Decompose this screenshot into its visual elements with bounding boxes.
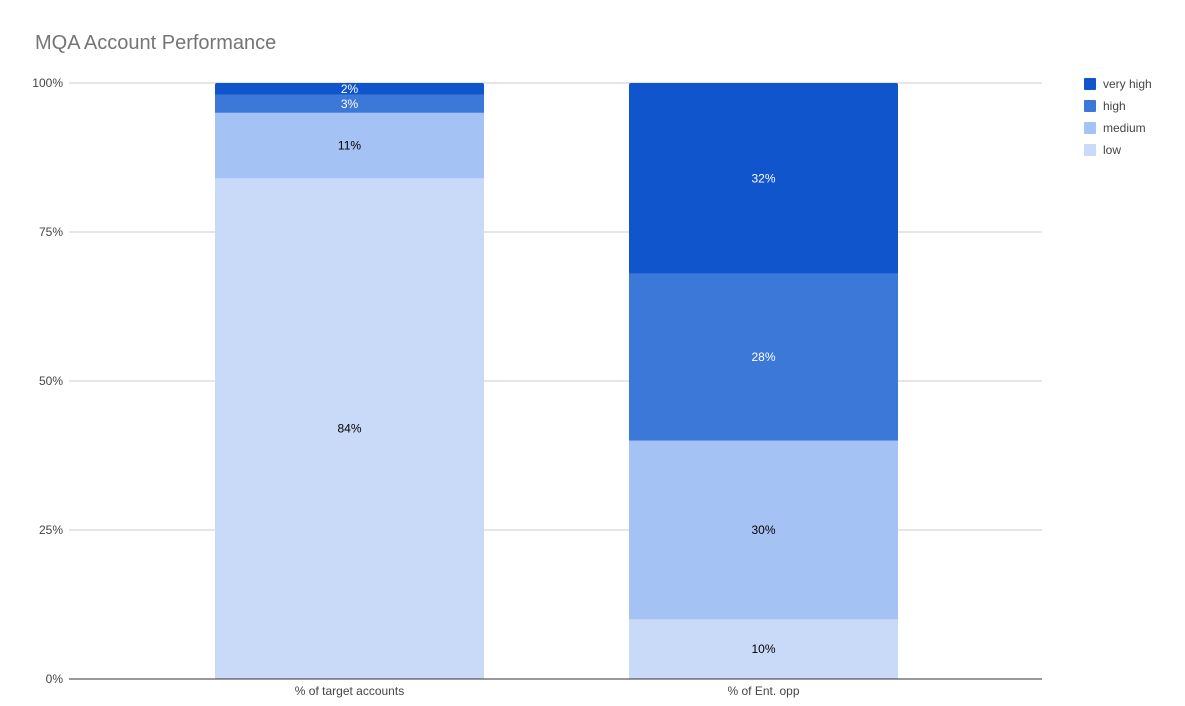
bar-segment-very-high[interactable] [215,83,484,95]
data-label: 32% [751,171,775,185]
legend-item-high[interactable]: high [1084,99,1126,113]
bar-segment-medium[interactable] [215,112,484,179]
legend-item-very-high[interactable]: very high [1084,77,1152,91]
axis-layer: 0% 25% 50% 75% 100% % of target accounts % of … [32,76,1042,698]
y-tick-label: 50% [39,374,63,388]
legend-item-medium[interactable]: medium [1084,121,1146,135]
legend-item-low[interactable]: low [1084,143,1121,157]
y-tick-label: 25% [39,523,63,537]
data-label: 10% [751,642,775,656]
bar-segment-high[interactable] [629,273,898,441]
legend-swatch [1084,122,1096,134]
bar-segment-high[interactable] [215,94,484,113]
legend-swatch [1084,78,1096,90]
data-label: 84% [337,422,361,436]
data-label: 28% [751,350,775,364]
data-label: 30% [751,523,775,537]
legend-swatch [1084,144,1096,156]
legend-swatch [1084,100,1096,112]
bar-layer: 84% 11% 3%2% 10% 30% 28% 32% [215,82,898,680]
y-tick-label: 0% [46,672,64,686]
chart-title: MQA Account Performance [35,32,276,54]
x-category-label: % of target accounts [295,684,404,698]
x-category-label: % of Ent. opp [727,684,799,698]
legend[interactable]: very high high medium low [1084,77,1152,157]
y-tick-label: 75% [39,225,63,239]
data-label: 3% [341,97,359,111]
data-label: 11% [338,139,361,153]
legend-label: very high [1103,77,1152,91]
bar-segment-very-high[interactable] [629,83,898,274]
legend-label: low [1103,143,1121,157]
y-tick-label: 100% [32,76,63,90]
legend-label: high [1103,99,1126,113]
bar-segment-low[interactable] [629,619,898,679]
bar-segment-medium[interactable] [629,440,898,620]
legend-label: medium [1103,121,1146,135]
data-label: 2% [341,82,359,96]
bar-segment-low[interactable] [215,178,484,680]
